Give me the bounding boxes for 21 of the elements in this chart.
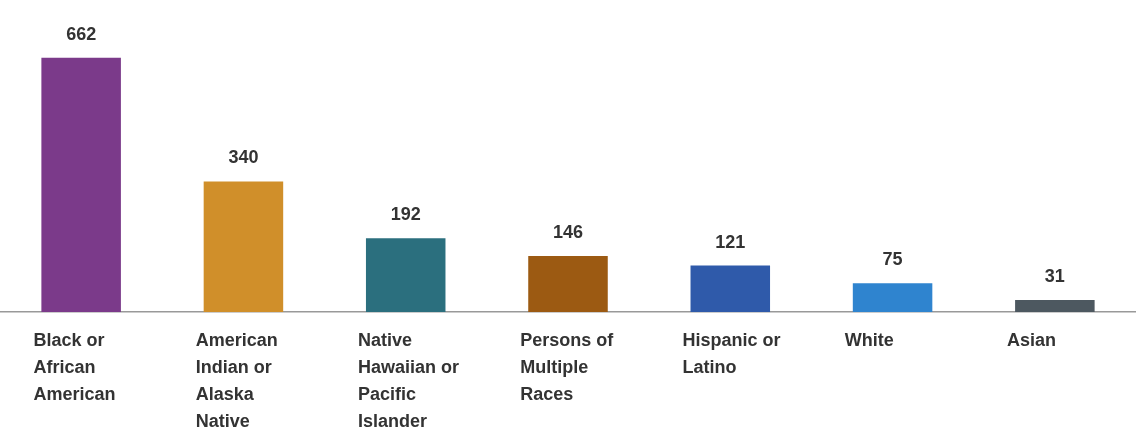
- data-label: 340: [228, 147, 259, 168]
- x-tick-label: White: [844, 329, 894, 350]
- x-tick-label: Hispanic or Latino: [682, 329, 781, 377]
- data-label: 31: [1044, 266, 1065, 287]
- bar: [365, 238, 446, 312]
- data-label: 75: [882, 249, 903, 270]
- x-tick-label: American Indian or Alaska Native: [195, 329, 278, 431]
- data-label: 146: [552, 221, 584, 242]
- bar: [1015, 300, 1095, 312]
- data-label: 121: [715, 231, 746, 252]
- x-tick-label: Asian: [1007, 329, 1057, 350]
- x-tick-label: Persons of Multiple Races: [520, 329, 615, 404]
- bar: [690, 265, 771, 312]
- data-label: 192: [390, 204, 421, 225]
- bar: [528, 255, 608, 312]
- bar: [41, 57, 121, 312]
- data-label: 662: [66, 23, 97, 44]
- bar: [852, 283, 933, 312]
- x-tick-label: Native Hawaiian or Pacific Islander: [357, 329, 459, 431]
- x-tick-label: Black or African American: [33, 329, 116, 404]
- bar: [203, 181, 284, 312]
